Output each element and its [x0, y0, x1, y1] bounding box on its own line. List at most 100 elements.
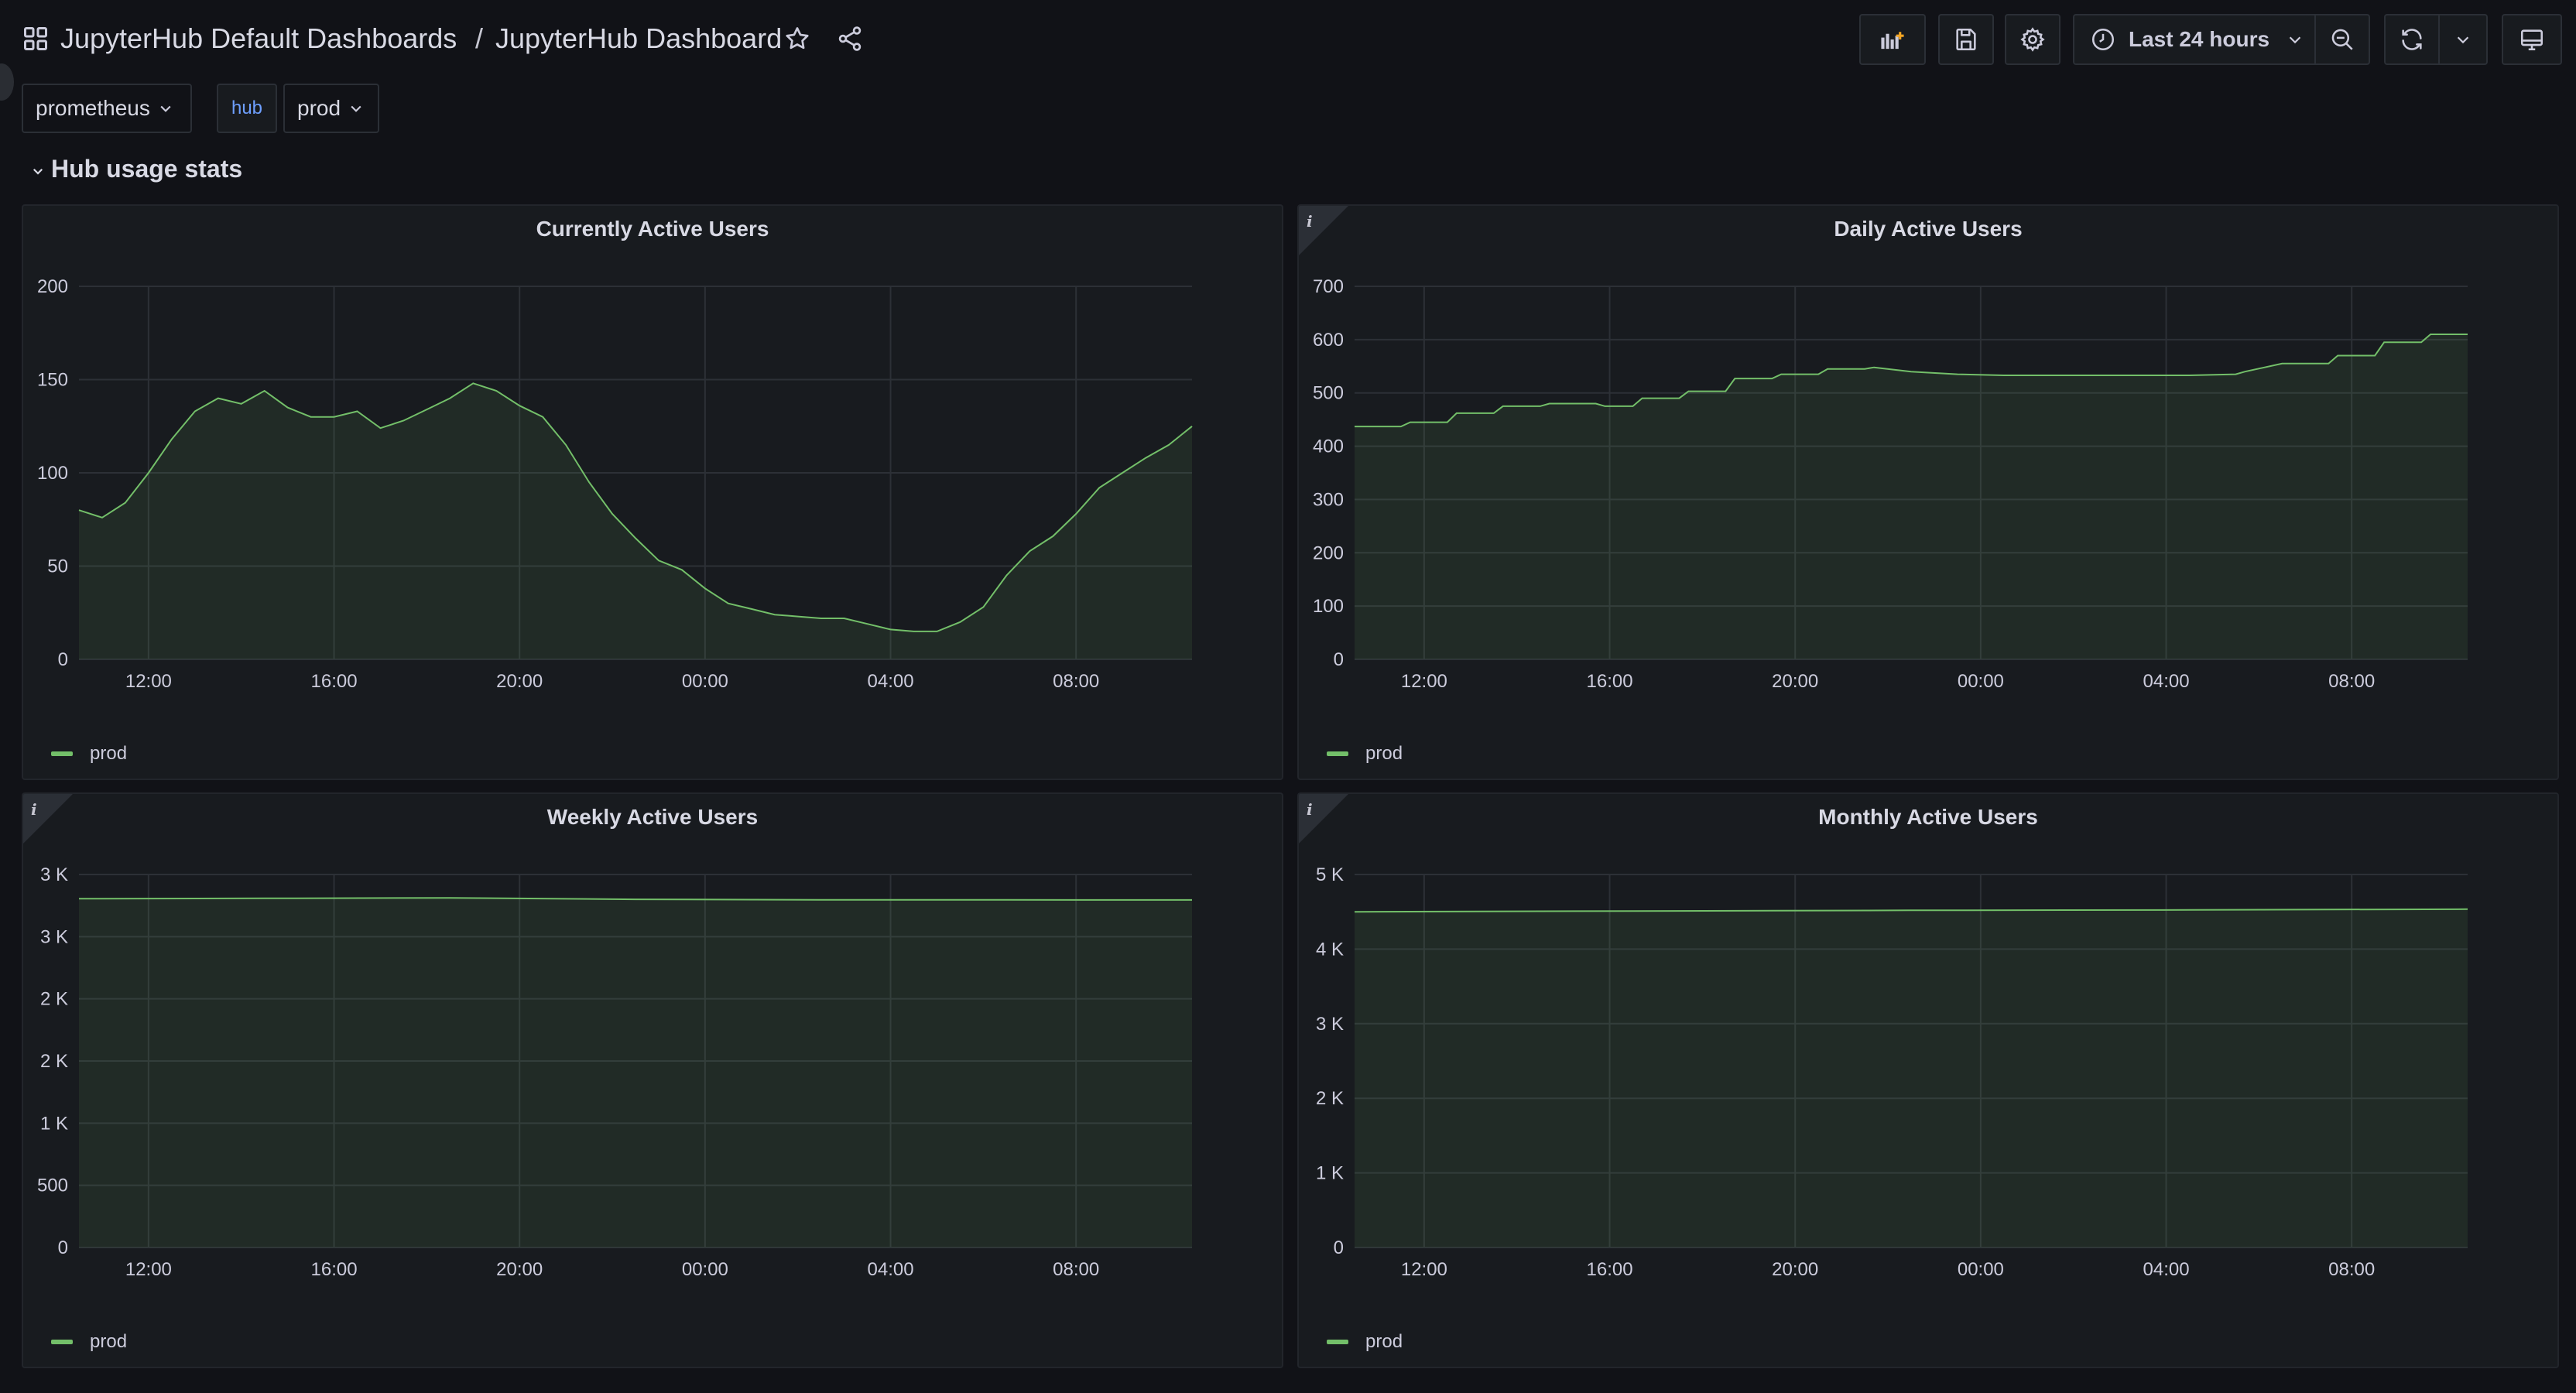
y-tick-label: 500	[1313, 383, 1344, 404]
dashboard-title[interactable]: JupyterHub Dashboard	[495, 22, 783, 54]
x-tick-label: 12:00	[1401, 671, 1447, 692]
refresh-interval-dropdown[interactable]	[2438, 14, 2488, 65]
star-icon[interactable]	[783, 25, 811, 53]
series-line	[1355, 334, 2468, 428]
y-tick-label: 0	[1334, 1237, 1344, 1258]
panel-title[interactable]: Weekly Active Users	[546, 805, 759, 829]
hub-select[interactable]: prod	[283, 84, 379, 133]
series-line	[78, 382, 1193, 632]
y-tick-label: 200	[37, 276, 68, 297]
y-tick-label: 400	[1313, 436, 1344, 457]
y-tick-label: 2 K	[40, 1051, 68, 1072]
legend-item[interactable]: prod	[1327, 740, 1403, 768]
share-icon[interactable]	[836, 25, 864, 53]
breadcrumb-folder[interactable]: JupyterHub Default Dashboards	[60, 22, 457, 54]
add-panel-button[interactable]	[1859, 14, 1926, 65]
x-tick-label: 16:00	[311, 1259, 358, 1280]
x-tick-label: 08:00	[2328, 671, 2375, 692]
legend-swatch	[51, 751, 73, 756]
y-tick-label: 600	[1313, 330, 1344, 351]
series-area	[1355, 334, 2468, 659]
y-tick-label: 100	[1313, 596, 1344, 617]
x-tick-label: 20:00	[496, 671, 543, 692]
save-dashboard-button[interactable]	[1938, 14, 1994, 65]
datasource-select[interactable]: prometheus	[22, 84, 192, 133]
refresh-icon	[2399, 26, 2425, 53]
x-tick-label: 12:00	[125, 671, 172, 692]
y-tick-label: 4 K	[1316, 939, 1344, 960]
dashboard-settings-button[interactable]	[2005, 14, 2060, 65]
y-tick-label: 2 K	[40, 989, 68, 1010]
x-tick-label: 08:00	[1053, 671, 1099, 692]
series-area	[79, 383, 1192, 659]
info-icon[interactable]: i	[1307, 800, 1313, 819]
chart-currently-active-users: 0 50 100 150 200 12:00 16:00 20:00 00:00 04:00 08:…	[37, 276, 1193, 692]
y-tick-label: 1 K	[40, 1113, 68, 1134]
chart-daily-active-users: 0 100 200 300 400 500 600 700 12:00 16:00 20:00 00:…	[1313, 276, 2468, 692]
y-tick-label: 50	[47, 556, 68, 577]
info-icon[interactable]: i	[1307, 212, 1313, 231]
row-header[interactable]: Hub usage stats	[31, 153, 242, 184]
x-tick-label: 12:00	[1401, 1259, 1447, 1280]
time-range-label: Last 24 hours	[2129, 27, 2270, 51]
hub-variable-label: hub	[217, 84, 277, 133]
chevron-down-icon	[150, 101, 173, 116]
add-panel-icon	[1879, 26, 1906, 53]
breadcrumb-separator: /	[475, 22, 484, 54]
zoom-out-icon	[2329, 26, 2355, 53]
chevron-down-icon	[2287, 31, 2304, 48]
legend-swatch	[1327, 1340, 1348, 1344]
x-tick-label: 16:00	[311, 671, 358, 692]
x-tick-label: 08:00	[1053, 1259, 1099, 1280]
panel-weekly-active-users: i Weekly Active Users 0 500 1 K 2 K 2 K 3 K 3 …	[22, 792, 1283, 1368]
y-tick-label: 0	[58, 649, 68, 670]
legend-item[interactable]: prod	[1327, 1328, 1403, 1356]
legend-swatch	[51, 1340, 73, 1344]
sidebar-toggle[interactable]	[0, 63, 14, 101]
legend-label: prod	[90, 1331, 128, 1352]
save-icon	[1953, 26, 1979, 53]
info-corner	[23, 794, 73, 844]
y-tick-label: 3 K	[1316, 1014, 1344, 1035]
panel-currently-active-users: Currently Active Users 0 50 100 150 200 12:00…	[22, 204, 1283, 780]
panel-title[interactable]: Daily Active Users	[1834, 217, 2023, 241]
y-tick-label: 2 K	[1316, 1088, 1344, 1109]
chart-weekly-active-users: 0 500 1 K 2 K 2 K 3 K 3 K 12:00 16:00 20:00 00:00 0…	[37, 864, 1193, 1280]
legend-swatch	[1327, 751, 1348, 756]
monitor-icon	[2519, 26, 2545, 53]
refresh-button[interactable]	[2384, 14, 2440, 65]
panel-title[interactable]: Monthly Active Users	[1818, 805, 2038, 829]
y-tick-label: 0	[1334, 649, 1344, 670]
x-tick-label: 20:00	[496, 1259, 543, 1280]
hub-value: prod	[297, 96, 341, 120]
panel-title[interactable]: Currently Active Users	[536, 217, 769, 241]
x-tick-label: 00:00	[682, 1259, 728, 1280]
x-tick-label: 08:00	[2328, 1259, 2375, 1280]
chevron-down-icon	[31, 159, 51, 178]
info-corner	[1299, 206, 1348, 255]
info-icon[interactable]: i	[31, 800, 37, 819]
zoom-out-button[interactable]	[2314, 14, 2370, 65]
grid-icon[interactable]	[22, 25, 50, 53]
x-tick-label: 04:00	[2143, 1259, 2190, 1280]
chevron-down-icon	[341, 101, 364, 116]
legend-label: prod	[90, 743, 128, 764]
gear-icon	[2019, 26, 2046, 53]
legend-item[interactable]: prod	[51, 1328, 127, 1356]
y-tick-label: 150	[37, 370, 68, 391]
series-line	[1354, 908, 2468, 913]
x-tick-label: 00:00	[1958, 1259, 2004, 1280]
x-tick-label: 20:00	[1772, 1259, 1818, 1280]
time-range-picker[interactable]: Last 24 hours	[2073, 14, 2316, 65]
series-line	[78, 897, 1193, 901]
panel-monthly-active-users: i Monthly Active Users 0 1 K 2 K 3 K 4 K 5 K 1…	[1297, 792, 2559, 1368]
x-tick-label: 16:00	[1587, 1259, 1633, 1280]
x-tick-label: 16:00	[1587, 671, 1633, 692]
x-tick-label: 12:00	[125, 1259, 172, 1280]
legend-label: prod	[1365, 1331, 1403, 1352]
datasource-value: prometheus	[36, 96, 150, 120]
series-area	[79, 898, 1192, 1248]
tv-mode-button[interactable]	[2502, 14, 2562, 65]
y-tick-label: 3 K	[40, 926, 68, 947]
legend-item[interactable]: prod	[51, 740, 127, 768]
